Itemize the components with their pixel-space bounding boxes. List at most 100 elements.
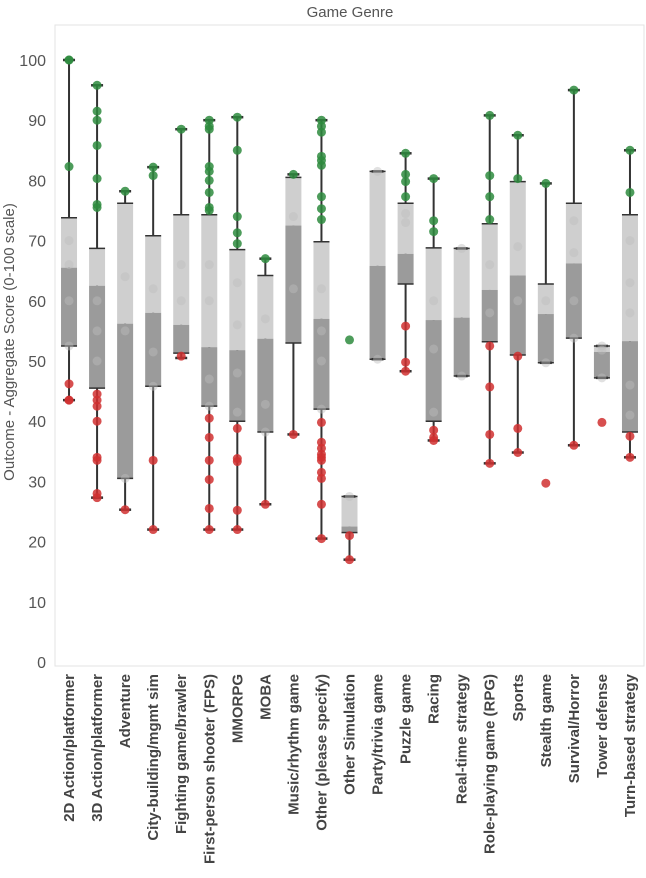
data-point xyxy=(92,140,102,150)
data-point xyxy=(429,296,439,306)
genre-group xyxy=(593,344,610,380)
data-point xyxy=(625,431,635,441)
data-point xyxy=(260,499,270,509)
category-label: 3D Action/platformer xyxy=(89,674,106,822)
data-point xyxy=(316,534,326,544)
genre-group xyxy=(397,152,414,373)
data-point xyxy=(260,427,270,437)
box-upper xyxy=(369,171,386,266)
data-point xyxy=(625,145,635,155)
data-point xyxy=(120,505,130,515)
data-point xyxy=(597,345,607,355)
data-point xyxy=(232,112,242,122)
box-upper xyxy=(425,247,442,321)
data-point xyxy=(204,475,214,485)
data-point xyxy=(204,296,214,306)
chart-title: Game Genre xyxy=(307,4,394,21)
data-point xyxy=(401,209,411,219)
data-point xyxy=(485,341,495,351)
data-point xyxy=(569,440,579,450)
data-point xyxy=(176,124,186,134)
data-point xyxy=(316,404,326,414)
box-upper xyxy=(61,217,78,268)
data-point xyxy=(457,243,467,253)
data-point xyxy=(316,160,326,170)
data-point xyxy=(373,166,383,176)
box-lower xyxy=(453,317,470,377)
box-upper xyxy=(565,203,582,264)
category-label: First-person shooter (FPS) xyxy=(201,674,218,864)
box-lower xyxy=(537,314,554,363)
box-lower xyxy=(257,338,274,433)
data-point xyxy=(232,505,242,515)
data-point xyxy=(316,473,326,483)
genre-group xyxy=(285,173,302,436)
box-upper xyxy=(201,214,218,348)
box-upper xyxy=(593,345,610,352)
data-point xyxy=(232,228,242,238)
data-point xyxy=(120,186,130,196)
data-point xyxy=(625,308,635,318)
data-point xyxy=(92,106,102,116)
data-point xyxy=(429,216,439,226)
box-lower xyxy=(621,341,638,433)
data-point xyxy=(597,417,607,427)
category-label: MOBA xyxy=(257,674,274,720)
box-lower xyxy=(229,350,246,422)
data-point xyxy=(625,278,635,288)
data-point xyxy=(204,187,214,197)
box-upper xyxy=(453,248,470,318)
data-point xyxy=(316,204,326,214)
data-point xyxy=(92,416,102,426)
data-point xyxy=(625,187,635,197)
data-point xyxy=(485,215,495,225)
category-label: Survival/Horror xyxy=(566,674,583,783)
data-point xyxy=(92,455,102,465)
box-upper xyxy=(313,241,330,319)
category-label: Adventure xyxy=(117,674,134,748)
data-point xyxy=(316,284,326,294)
box-lower xyxy=(145,312,162,387)
data-point xyxy=(232,525,242,535)
box-lower xyxy=(341,526,358,533)
category-label: Other (please specify) xyxy=(313,674,330,831)
data-point xyxy=(625,236,635,246)
data-point xyxy=(204,374,214,384)
data-point xyxy=(288,169,298,179)
data-point xyxy=(260,314,270,324)
data-point xyxy=(232,278,242,288)
data-point xyxy=(232,368,242,378)
data-point xyxy=(401,357,411,367)
box-upper xyxy=(173,214,190,325)
data-point xyxy=(64,55,74,65)
box-upper xyxy=(509,181,526,276)
data-point xyxy=(232,145,242,155)
data-point xyxy=(625,452,635,462)
data-point xyxy=(176,260,186,270)
data-point xyxy=(288,429,298,439)
box-lower xyxy=(369,265,386,360)
data-point xyxy=(541,358,551,368)
data-point xyxy=(345,491,354,501)
data-point xyxy=(204,503,214,513)
box-lower xyxy=(313,318,330,410)
category-label: Tower defense xyxy=(594,674,611,778)
y-axis-label: Outcome - Aggregate Score (0-100 scale) xyxy=(1,203,18,481)
data-point xyxy=(64,236,74,246)
box-upper xyxy=(89,248,106,286)
data-point xyxy=(429,174,439,184)
box-upper xyxy=(341,496,358,527)
category-label: Puzzle game xyxy=(398,674,415,764)
box-upper xyxy=(285,177,302,226)
category-label: Role-playing game (RPG) xyxy=(482,674,499,854)
data-point xyxy=(204,260,214,270)
data-point xyxy=(485,382,495,392)
data-point xyxy=(64,379,74,389)
data-point xyxy=(92,493,102,503)
data-point xyxy=(316,326,326,336)
data-point xyxy=(401,148,411,158)
data-point xyxy=(485,110,495,120)
data-point xyxy=(176,296,186,306)
category-label: Real-time strategy xyxy=(454,673,471,804)
